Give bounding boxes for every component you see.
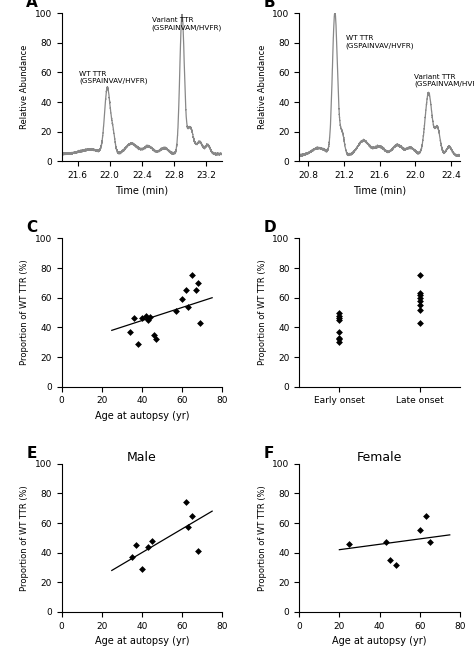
- Point: [178, 294, 186, 305]
- Point: [126, 326, 134, 337]
- Point: [182, 497, 190, 507]
- Point: [336, 334, 343, 345]
- Point: [144, 315, 152, 325]
- Point: [336, 315, 343, 325]
- Y-axis label: Proportion of WT TTR (%): Proportion of WT TTR (%): [20, 485, 29, 591]
- Point: [386, 555, 393, 565]
- Point: [336, 313, 343, 324]
- Point: [416, 295, 423, 306]
- Y-axis label: Proportion of WT TTR (%): Proportion of WT TTR (%): [20, 260, 29, 365]
- Point: [426, 537, 433, 547]
- Text: A: A: [26, 0, 38, 10]
- Point: [416, 290, 423, 300]
- Point: [130, 313, 137, 324]
- Text: C: C: [26, 220, 37, 236]
- Point: [416, 304, 423, 315]
- Point: [152, 334, 160, 345]
- Point: [188, 270, 196, 281]
- Point: [172, 306, 180, 316]
- Point: [138, 313, 146, 324]
- Point: [416, 292, 423, 303]
- Text: WT TTR
(GSPAINVAV/HVFR): WT TTR (GSPAINVAV/HVFR): [346, 36, 414, 49]
- Text: E: E: [26, 445, 36, 461]
- X-axis label: Age at autopsy (yr): Age at autopsy (yr): [95, 411, 189, 421]
- Point: [336, 307, 343, 318]
- X-axis label: Age at autopsy (yr): Age at autopsy (yr): [95, 636, 189, 646]
- Point: [194, 278, 202, 288]
- Point: [182, 285, 190, 295]
- Y-axis label: Proportion of WT TTR (%): Proportion of WT TTR (%): [258, 485, 267, 591]
- Text: F: F: [264, 445, 274, 461]
- Point: [416, 300, 423, 311]
- X-axis label: Time (min): Time (min): [353, 186, 406, 195]
- Point: [336, 337, 343, 347]
- Point: [134, 338, 142, 349]
- Text: WT TTR
(GSPAINVAV/HVFR): WT TTR (GSPAINVAV/HVFR): [79, 71, 148, 84]
- Point: [194, 546, 202, 557]
- Title: Male: Male: [127, 451, 157, 464]
- Point: [142, 311, 150, 321]
- Text: Variant TTR
(GSPAINVAM/HVFR): Variant TTR (GSPAINVAM/HVFR): [152, 18, 222, 31]
- Point: [138, 564, 146, 574]
- Point: [192, 285, 200, 295]
- X-axis label: Age at autopsy (yr): Age at autopsy (yr): [332, 636, 427, 646]
- Point: [184, 301, 192, 312]
- Point: [132, 540, 140, 551]
- Text: D: D: [264, 220, 276, 236]
- Point: [128, 552, 136, 563]
- Text: Variant TTR
(GSPAINVAM/HVFR): Variant TTR (GSPAINVAM/HVFR): [414, 74, 474, 88]
- Point: [392, 559, 400, 570]
- Point: [336, 332, 343, 343]
- Point: [336, 326, 343, 337]
- Point: [382, 537, 389, 547]
- Point: [422, 511, 429, 521]
- Point: [144, 542, 152, 552]
- Text: B: B: [264, 0, 275, 10]
- Point: [346, 538, 353, 549]
- Y-axis label: Relative Abundance: Relative Abundance: [258, 45, 267, 130]
- Point: [148, 536, 156, 546]
- Point: [196, 318, 204, 328]
- Point: [146, 312, 154, 322]
- X-axis label: Time (min): Time (min): [115, 186, 168, 195]
- Point: [336, 311, 343, 321]
- Point: [416, 318, 423, 328]
- Point: [416, 525, 423, 536]
- Point: [188, 511, 196, 521]
- Y-axis label: Relative Abundance: Relative Abundance: [20, 45, 29, 130]
- Point: [150, 330, 158, 340]
- Point: [416, 270, 423, 281]
- Title: Female: Female: [357, 451, 402, 464]
- Point: [184, 522, 192, 533]
- Y-axis label: Proportion of WT TTR (%): Proportion of WT TTR (%): [258, 260, 267, 365]
- Point: [416, 288, 423, 299]
